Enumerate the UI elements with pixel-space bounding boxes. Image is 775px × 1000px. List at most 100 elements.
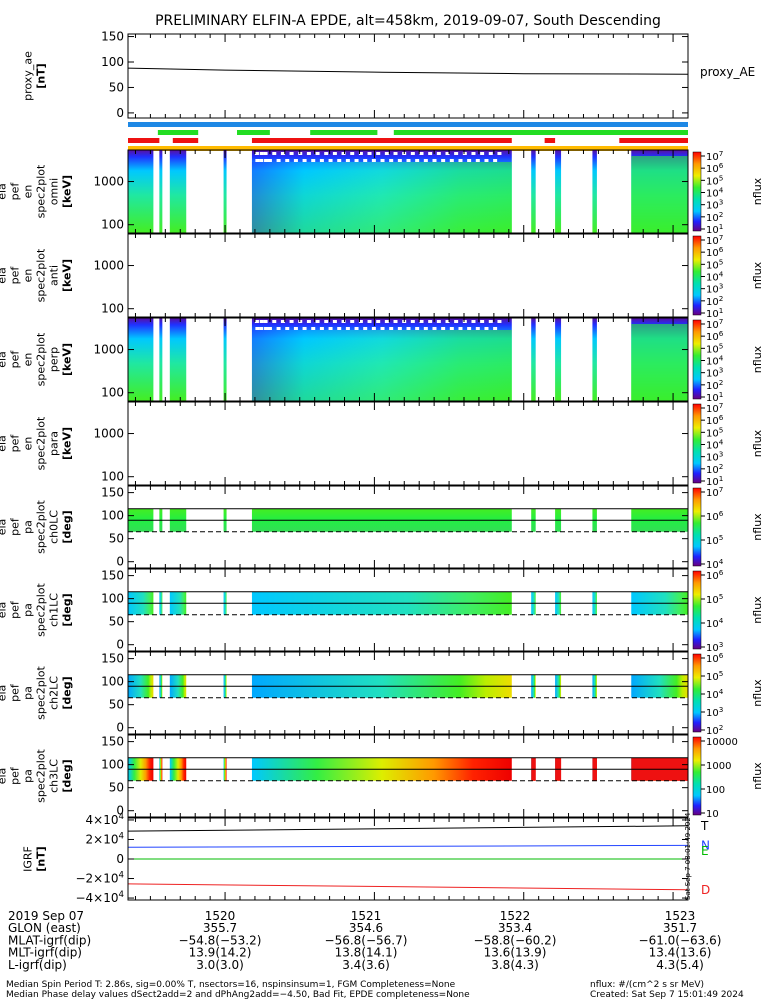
ytick-label: −2×104 xyxy=(75,871,124,886)
ytick-label: 100 xyxy=(101,470,124,484)
footer-note-line2: Median Phase delay values dSect2add=2 an… xyxy=(6,990,470,1000)
colorbar-tick-label: 105 xyxy=(706,257,723,271)
colorbar-tick-label: 103 xyxy=(706,282,723,296)
spectrogram-speckle xyxy=(276,327,281,330)
spectrogram-speckle xyxy=(376,320,381,323)
spectrogram-speckle xyxy=(428,320,433,323)
panel-frame xyxy=(127,33,689,119)
spectrogram-speckle xyxy=(306,152,311,155)
spectrogram-speckle xyxy=(289,152,294,155)
spectrogram-speckle xyxy=(363,159,368,162)
footer-cell: 3.4(3.6) xyxy=(342,958,390,972)
spectrogram-speckle xyxy=(471,320,476,323)
spectrogram-block xyxy=(555,318,562,401)
spectrogram-speckle xyxy=(345,327,350,330)
colorbar xyxy=(692,736,702,816)
panel-ylabel-line: anti xyxy=(48,265,61,286)
spectrogram-speckle xyxy=(367,152,372,155)
panel-frame xyxy=(127,317,689,402)
spectrogram-speckle xyxy=(315,152,320,155)
spectrogram-speckle xyxy=(454,152,459,155)
panel-ylabel-line: IGRF xyxy=(22,846,35,872)
colorbar-tick-label: 107 xyxy=(706,485,723,499)
spectrogram-shade xyxy=(251,162,512,233)
spectrogram-speckle xyxy=(371,159,376,162)
ytick-label: 50 xyxy=(109,615,124,629)
spectrogram-speckle xyxy=(298,152,303,155)
footer-cell: 13.9(14.2) xyxy=(189,946,252,960)
status-bar-green xyxy=(157,130,199,135)
spectrogram-speckle xyxy=(397,327,402,330)
ytick-label: 50 xyxy=(109,698,124,712)
ytick-label: 100 xyxy=(101,55,124,69)
spectrogram-speckle xyxy=(367,320,372,323)
spectrogram-speckle xyxy=(497,320,502,323)
spectrogram-speckle xyxy=(267,159,272,162)
spectrogram-speckle xyxy=(441,327,446,330)
ytick-label: 150 xyxy=(101,486,124,500)
colorbar-label: nflux xyxy=(751,345,764,373)
status-bar-green xyxy=(393,130,688,135)
panel-ylabel-line: spec2plot xyxy=(35,248,48,302)
spectrogram-speckle xyxy=(467,159,472,162)
footer-cell: 13.4(13.6) xyxy=(649,946,712,960)
spectrogram-speckle xyxy=(432,159,437,162)
spectrogram-speckle xyxy=(393,152,398,155)
series-line-N xyxy=(127,844,689,848)
spectrogram-block xyxy=(159,150,163,233)
spectrogram-speckle xyxy=(358,152,363,155)
panel-ylabel-line: spec2plot xyxy=(35,164,48,218)
status-bar-red xyxy=(251,138,512,143)
spectrogram-speckle xyxy=(259,327,264,330)
spectrogram-speckle xyxy=(480,152,485,155)
spectrogram-block xyxy=(592,318,597,401)
spectrogram-speckle xyxy=(436,320,441,323)
panel-ylabel-line: spec2plot xyxy=(35,749,48,803)
spectrogram-speckle xyxy=(449,327,454,330)
colorbar-tick-label: 104 xyxy=(706,687,724,701)
ytick-label: 150 xyxy=(101,735,124,749)
panel-ylabel-line: en xyxy=(22,437,35,451)
colorbar-tick-label: 106 xyxy=(706,329,724,343)
colorbar-tick-label: 106 xyxy=(706,568,724,582)
panel-ylabel-line: ela xyxy=(0,685,9,702)
spectrogram-speckle xyxy=(441,159,446,162)
panel-ylabel-line: ela xyxy=(0,351,9,368)
series-label-E: E xyxy=(701,844,709,858)
spectrogram-speckle xyxy=(423,327,428,330)
ytick-label: 50 xyxy=(109,80,124,94)
spectrogram-speckle xyxy=(272,152,277,155)
spectrogram-speckle xyxy=(293,159,298,162)
panel-ylabel-line: [deg] xyxy=(61,676,74,709)
spectrogram-speckle xyxy=(259,152,264,155)
spectrogram-block xyxy=(159,318,163,401)
panel-ylabel-line: pa xyxy=(22,520,35,534)
footer-row-label: 2019 Sep 07 xyxy=(8,909,84,923)
footer-cell: 3.8(4.3) xyxy=(491,958,539,972)
spectrogram-speckle xyxy=(410,320,415,323)
colorbar-tick-label: 102 xyxy=(706,210,723,224)
spectrogram-speckle xyxy=(302,159,307,162)
spectrogram-speckle xyxy=(449,159,454,162)
spectrogram-speckle xyxy=(493,159,498,162)
colorbar-tick-label: 105 xyxy=(706,425,723,439)
spectrogram-speckle xyxy=(259,159,264,162)
panel-igrf: IGRF [nT] TNE D 4×104 2×104 0 −2×104 −4×104 xyxy=(22,812,711,905)
spectrogram-speckle xyxy=(324,152,329,155)
spectrogram-speckle xyxy=(337,327,342,330)
spectrogram-speckle xyxy=(255,327,260,330)
spectrogram-speckle xyxy=(419,320,424,323)
spectrogram-speckle xyxy=(454,320,459,323)
panel-ylabel-line: ela xyxy=(0,519,9,536)
colorbar-tick-label: 103 xyxy=(706,198,723,212)
ytick-label: 100 xyxy=(101,302,124,316)
panel-ylabel-line: pef xyxy=(9,266,22,285)
ytick-label: 150 xyxy=(101,30,124,44)
panel-ylabel-line: pef xyxy=(9,517,22,536)
colorbar-label: nflux xyxy=(751,261,764,289)
colorbar-tick-label: 106 xyxy=(706,651,724,665)
spectrogram-speckle xyxy=(345,159,350,162)
colorbar-tick-label: 104 xyxy=(706,616,724,630)
spectrogram-speckle xyxy=(480,320,485,323)
